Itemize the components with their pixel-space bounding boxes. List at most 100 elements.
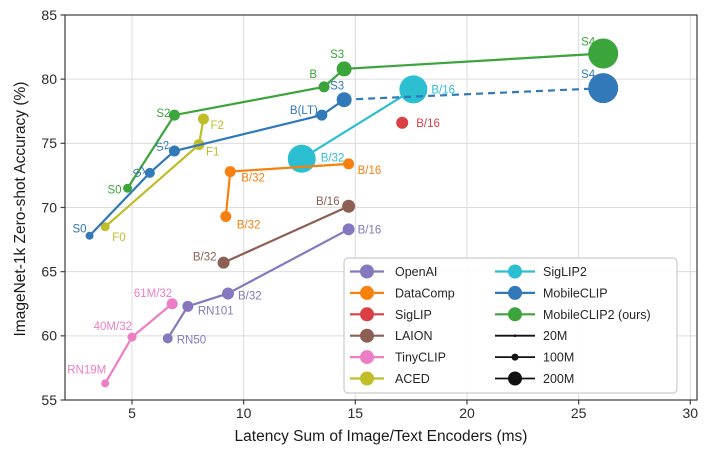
legend-marker xyxy=(360,307,374,322)
x-tick-label: 15 xyxy=(348,405,364,421)
x-tick-label: 20 xyxy=(459,405,475,421)
label-openai-rn101: RN101 xyxy=(198,305,234,317)
legend-label: 100M xyxy=(543,351,574,365)
label-aced-f1: F1 xyxy=(206,147,219,159)
legend-marker xyxy=(508,371,522,386)
legend-marker xyxy=(508,307,522,322)
label-openai-rn50: RN50 xyxy=(177,334,206,346)
y-axis-title: ImageNet-1k Zero-shot Accuracy (%) xyxy=(12,81,29,337)
label-siglip2-b-16: B/16 xyxy=(431,84,455,96)
point-openai-b-32 xyxy=(222,287,235,300)
legend-marker xyxy=(511,353,519,361)
x-tick-label: 5 xyxy=(128,405,136,421)
label-mobileclip-b-lt: B(LT) xyxy=(290,105,318,117)
label-mobileclip2-ours-b: B xyxy=(309,69,317,81)
point-datacomp-b-16 xyxy=(343,158,355,170)
y-tick-label: 75 xyxy=(41,135,57,151)
legend: OpenAI DataComp SigLIP LAION TinyCLIP ACED Sig… xyxy=(343,257,678,394)
axis-ticks: 5 10 15 20 25 30 55 60 65 70 75 80 85 xyxy=(41,7,698,421)
y-tick-label: 55 xyxy=(41,392,57,408)
label-mobileclip-s4: S4 xyxy=(581,69,596,81)
label-aced-f2: F2 xyxy=(210,120,223,132)
point-labels: RN50 RN101 B/32 B/16 B/32 B/32 B/16 B/16 B/32 B/1… xyxy=(67,37,596,377)
point-tinyclip-61m-32 xyxy=(166,298,178,310)
point-mobileclip2-ours-s4 xyxy=(588,38,619,69)
x-tick-label: 10 xyxy=(236,405,252,421)
legend-label: ACED xyxy=(395,372,430,386)
point-mobileclip-s2 xyxy=(168,145,180,157)
point-mobileclip2-ours-b xyxy=(318,81,330,93)
series-line xyxy=(104,302,173,384)
series-line xyxy=(223,205,350,264)
y-tick-label: 85 xyxy=(41,7,57,23)
series-laion xyxy=(217,199,356,269)
legend-label: LAION xyxy=(395,329,433,343)
point-siglip-b-16 xyxy=(396,116,409,129)
legend-item-siglip2: SigLIP2 xyxy=(495,264,587,279)
label-aced-f0: F0 xyxy=(112,232,125,244)
point-aced-f2 xyxy=(197,113,209,125)
label-laion-b-16: B/16 xyxy=(316,196,340,208)
series-mobileclip xyxy=(85,73,619,240)
label-mobileclip-s0: S0 xyxy=(72,224,86,236)
legend-label: MobileCLIP xyxy=(543,286,608,300)
legend-marker xyxy=(360,264,374,279)
label-mobileclip2-ours-s0: S0 xyxy=(107,184,121,196)
legend-label: MobileCLIP2 (ours) xyxy=(543,308,651,322)
point-laion-b-32 xyxy=(217,256,230,269)
point-mobileclip-b-lt xyxy=(316,109,328,121)
label-laion-b-32: B/32 xyxy=(193,252,217,264)
label-tinyclip-rn19m: RN19M xyxy=(67,364,106,376)
y-tick-label: 70 xyxy=(41,199,57,215)
legend-item-laion: LAION xyxy=(350,328,433,343)
label-datacomp-b-32: B/32 xyxy=(237,219,261,231)
series-line xyxy=(166,228,350,339)
series-datacomp xyxy=(220,158,355,222)
series-mobileclip2-ours xyxy=(123,38,619,193)
label-mobileclip2-ours-s2: S2 xyxy=(156,108,170,120)
legend-label: 20M xyxy=(543,329,567,343)
point-datacomp-b-32 xyxy=(220,210,232,222)
legend-label: 200M xyxy=(543,372,574,386)
legend-marker xyxy=(360,371,374,386)
legend-label: SigLIP2 xyxy=(543,265,587,279)
point-mobileclip-s0 xyxy=(85,231,94,240)
point-mobileclip2-ours-s3 xyxy=(336,61,352,77)
point-mobileclip2-ours-s0 xyxy=(123,183,133,193)
legend-item-datacomp: DataComp xyxy=(350,285,455,300)
label-mobileclip2-ours-s3: S3 xyxy=(330,49,344,61)
label-tinyclip-61m-32: 61M/32 xyxy=(134,288,172,300)
label-mobileclip2-ours-s4: S4 xyxy=(581,37,596,49)
series-line xyxy=(301,88,414,160)
legend-item-openai: OpenAI xyxy=(350,264,437,279)
point-datacomp-b-32 xyxy=(224,166,236,178)
x-tick-label: 30 xyxy=(683,405,699,421)
label-siglip-b-16: B/16 xyxy=(416,118,440,130)
label-openai-b-32: B/32 xyxy=(238,290,262,302)
y-tick-label: 80 xyxy=(41,71,57,87)
legend-marker xyxy=(508,264,522,279)
y-tick-label: 60 xyxy=(41,328,57,344)
legend-item-tinyclip: TinyCLIP xyxy=(350,350,446,365)
x-tick-label: 25 xyxy=(571,405,587,421)
legend-label: TinyCLIP xyxy=(395,351,446,365)
legend-item-aced: ACED xyxy=(350,371,430,386)
legend-box xyxy=(343,257,678,394)
y-tick-label: 65 xyxy=(41,263,57,279)
series-tinyclip xyxy=(101,298,178,388)
series-line-dashed xyxy=(344,87,604,101)
point-mobileclip2-ours-s2 xyxy=(168,109,180,121)
legend-item-mobileclip2-ours: MobileCLIP2 (ours) xyxy=(495,307,651,322)
label-datacomp-b-32: B/32 xyxy=(241,173,265,185)
point-mobileclip-s3 xyxy=(336,92,352,108)
series-siglip xyxy=(396,116,409,129)
point-tinyclip-rn19m xyxy=(101,379,110,388)
point-siglip2-b-16 xyxy=(399,75,428,104)
label-mobileclip-s3: S3 xyxy=(330,81,344,93)
point-openai-b-16 xyxy=(342,223,355,236)
point-openai-rn101 xyxy=(182,300,194,312)
label-siglip2-b-32: B/32 xyxy=(321,153,345,165)
legend-label: DataComp xyxy=(395,286,455,300)
